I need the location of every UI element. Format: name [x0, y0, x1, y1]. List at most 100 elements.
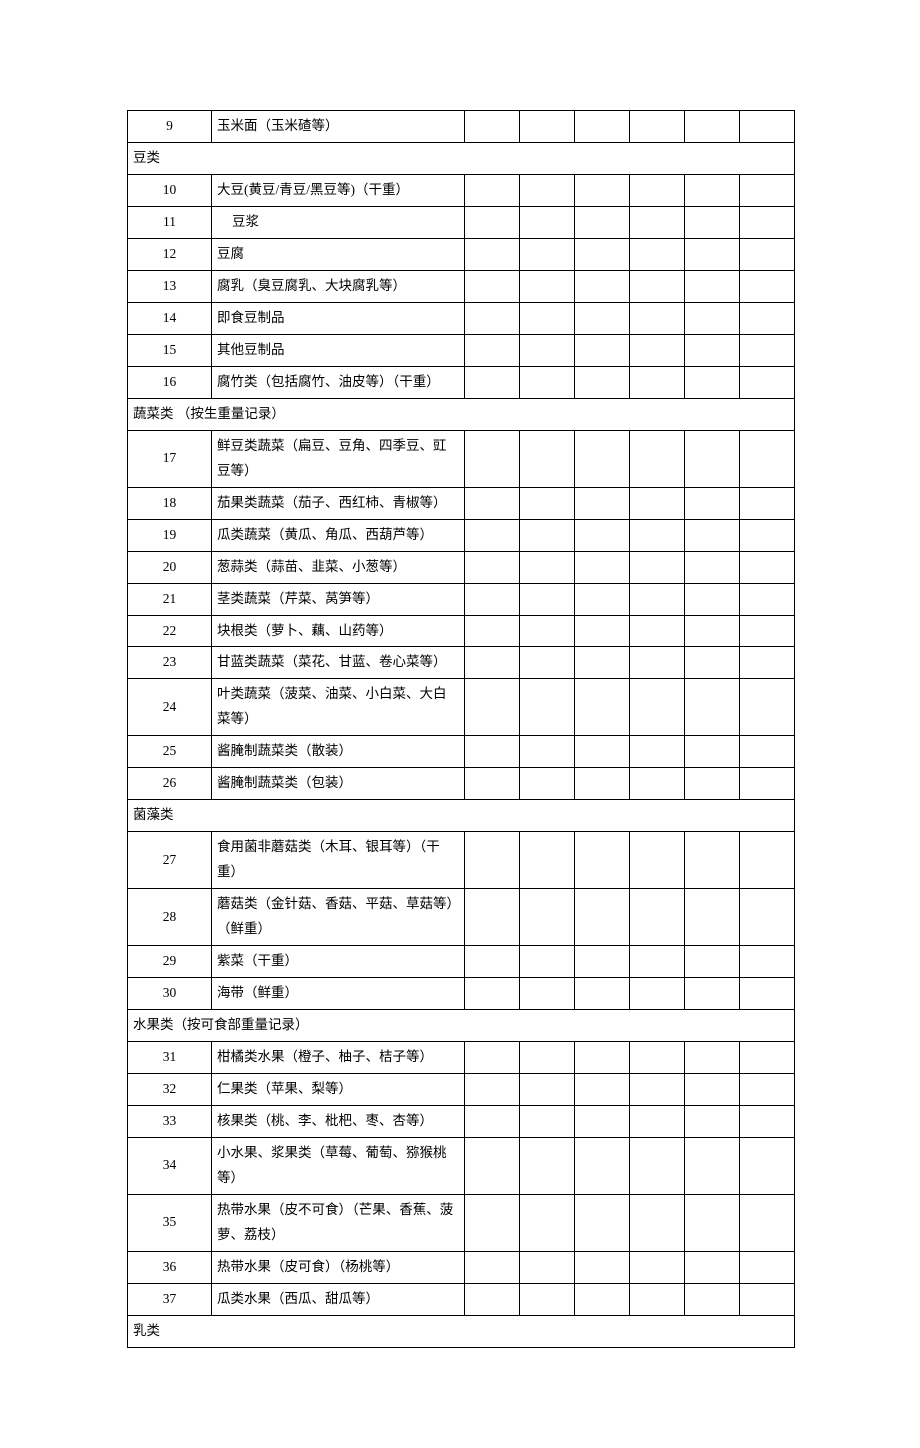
table-row: 36热带水果（皮可食）（杨桃等）: [128, 1251, 795, 1283]
row-name-cell: 块根类（萝卜、藕、山药等）: [212, 615, 465, 647]
empty-cell: [520, 111, 575, 143]
empty-cell: [575, 1042, 630, 1074]
empty-cell: [520, 487, 575, 519]
empty-cell: [520, 174, 575, 206]
empty-cell: [520, 647, 575, 679]
row-number-cell: 35: [128, 1194, 212, 1251]
empty-cell: [520, 270, 575, 302]
row-number-cell: 15: [128, 334, 212, 366]
table-row: 10大豆(黄豆/青豆/黑豆等)（干重）: [128, 174, 795, 206]
empty-cell: [575, 238, 630, 270]
table-row: 11豆浆: [128, 206, 795, 238]
empty-cell: [520, 519, 575, 551]
empty-cell: [465, 1074, 520, 1106]
empty-cell: [465, 334, 520, 366]
empty-cell: [740, 334, 795, 366]
empty-cell: [630, 334, 685, 366]
row-number-cell: 11: [128, 206, 212, 238]
row-number-cell: 32: [128, 1074, 212, 1106]
empty-cell: [685, 519, 740, 551]
table-row: 菌藻类: [128, 800, 795, 832]
table-row: 34小水果、浆果类（草莓、葡萄、猕猴桃等）: [128, 1137, 795, 1194]
empty-cell: [520, 366, 575, 398]
empty-cell: [740, 946, 795, 978]
empty-cell: [575, 736, 630, 768]
empty-cell: [575, 174, 630, 206]
empty-cell: [520, 832, 575, 889]
row-name-cell: 热带水果（皮可食）（杨桃等）: [212, 1251, 465, 1283]
table-row: 35热带水果（皮不可食）（芒果、香蕉、菠萝、荔枝）: [128, 1194, 795, 1251]
empty-cell: [740, 270, 795, 302]
row-name-cell: 豆腐: [212, 238, 465, 270]
empty-cell: [685, 174, 740, 206]
empty-cell: [685, 551, 740, 583]
empty-cell: [740, 736, 795, 768]
empty-cell: [520, 615, 575, 647]
row-number-cell: 34: [128, 1137, 212, 1194]
empty-cell: [465, 430, 520, 487]
empty-cell: [740, 111, 795, 143]
empty-cell: [575, 583, 630, 615]
empty-cell: [630, 736, 685, 768]
empty-cell: [740, 647, 795, 679]
empty-cell: [630, 238, 685, 270]
empty-cell: [520, 736, 575, 768]
empty-cell: [575, 111, 630, 143]
row-number-cell: 25: [128, 736, 212, 768]
row-number-cell: 14: [128, 302, 212, 334]
row-name-cell: 茎类蔬菜（芹菜、莴笋等）: [212, 583, 465, 615]
table-row: 蔬菜类 （按生重量记录）: [128, 398, 795, 430]
empty-cell: [520, 206, 575, 238]
empty-cell: [575, 302, 630, 334]
table-row: 23甘蓝类蔬菜（菜花、甘蓝、卷心菜等）: [128, 647, 795, 679]
empty-cell: [685, 111, 740, 143]
empty-cell: [685, 1137, 740, 1194]
empty-cell: [685, 270, 740, 302]
empty-cell: [520, 334, 575, 366]
empty-cell: [575, 978, 630, 1010]
empty-cell: [575, 1106, 630, 1138]
empty-cell: [630, 1106, 685, 1138]
empty-cell: [575, 768, 630, 800]
table-row: 13腐乳（臭豆腐乳、大块腐乳等）: [128, 270, 795, 302]
empty-cell: [630, 1194, 685, 1251]
table-row: 20葱蒜类（蒜苗、韭菜、小葱等）: [128, 551, 795, 583]
row-number-cell: 19: [128, 519, 212, 551]
table-row: 28蘑菇类（金针菇、香菇、平菇、草菇等）（鲜重）: [128, 889, 795, 946]
row-number-cell: 28: [128, 889, 212, 946]
empty-cell: [465, 768, 520, 800]
empty-cell: [575, 946, 630, 978]
table-row: 24叶类蔬菜（菠菜、油菜、小白菜、大白菜等）: [128, 679, 795, 736]
empty-cell: [630, 583, 685, 615]
empty-cell: [465, 519, 520, 551]
empty-cell: [740, 1194, 795, 1251]
row-number-cell: 17: [128, 430, 212, 487]
empty-cell: [740, 519, 795, 551]
empty-cell: [630, 366, 685, 398]
empty-cell: [740, 430, 795, 487]
table-row: 32仁果类（苹果、梨等）: [128, 1074, 795, 1106]
section-header-cell: 蔬菜类 （按生重量记录）: [128, 398, 795, 430]
empty-cell: [520, 1283, 575, 1315]
row-name-cell: 酱腌制蔬菜类（散装）: [212, 736, 465, 768]
empty-cell: [740, 302, 795, 334]
table-row: 乳类: [128, 1315, 795, 1347]
empty-cell: [465, 583, 520, 615]
empty-cell: [685, 946, 740, 978]
empty-cell: [520, 1106, 575, 1138]
empty-cell: [685, 768, 740, 800]
empty-cell: [465, 736, 520, 768]
row-number-cell: 24: [128, 679, 212, 736]
empty-cell: [630, 519, 685, 551]
section-header-cell: 豆类: [128, 142, 795, 174]
empty-cell: [630, 1251, 685, 1283]
empty-cell: [575, 206, 630, 238]
table-row: 16腐竹类（包括腐竹、油皮等）（干重）: [128, 366, 795, 398]
row-number-cell: 36: [128, 1251, 212, 1283]
empty-cell: [685, 1283, 740, 1315]
empty-cell: [575, 430, 630, 487]
row-name-cell: 食用菌非蘑菇类（木耳、银耳等）（干重）: [212, 832, 465, 889]
row-name-cell: 小水果、浆果类（草莓、葡萄、猕猴桃等）: [212, 1137, 465, 1194]
empty-cell: [685, 647, 740, 679]
empty-cell: [520, 430, 575, 487]
